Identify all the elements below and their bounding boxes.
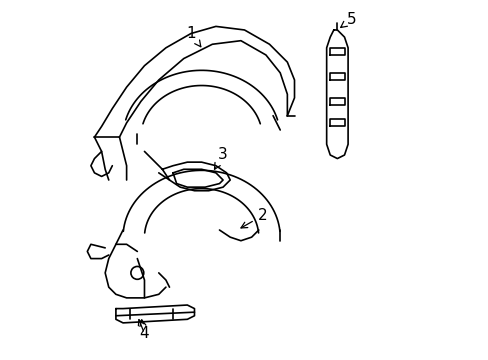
Text: 3: 3	[214, 148, 227, 169]
Text: 1: 1	[186, 26, 201, 47]
Text: 5: 5	[340, 12, 356, 27]
Text: 4: 4	[140, 320, 149, 341]
Text: 2: 2	[241, 208, 266, 228]
